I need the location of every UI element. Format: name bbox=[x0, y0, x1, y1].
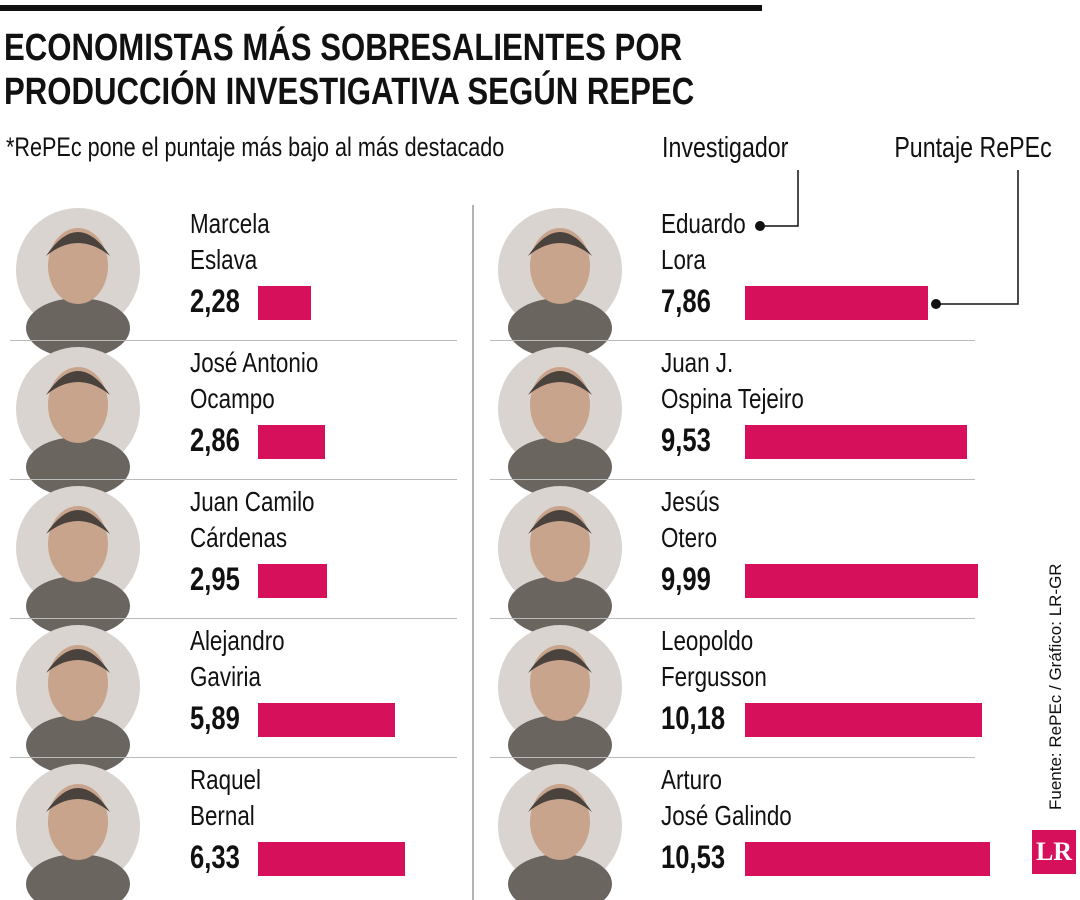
bar bbox=[258, 703, 396, 737]
name: Arturo José Galindo bbox=[661, 762, 824, 834]
name: Juan Camilo Cárdenas bbox=[190, 484, 346, 556]
portrait bbox=[498, 625, 622, 775]
value-label: 7,86 bbox=[661, 283, 711, 319]
value: 5,89 bbox=[190, 700, 252, 737]
portrait bbox=[16, 486, 140, 636]
name: Alejandro Gaviria bbox=[190, 623, 308, 695]
portrait bbox=[16, 208, 140, 358]
value: 2,28 bbox=[190, 283, 252, 320]
bar bbox=[745, 286, 929, 320]
legend-name: Investigador bbox=[662, 132, 789, 164]
value: 6,33 bbox=[190, 839, 252, 876]
portrait bbox=[498, 208, 622, 358]
value-label: 2,28 bbox=[190, 283, 240, 319]
researcher-name: José Antonio Ocampo bbox=[190, 347, 319, 414]
source: Fuente: RePEc / Gráfico: LR-GR bbox=[1046, 563, 1065, 810]
logo: LR bbox=[1032, 830, 1076, 874]
value-label: 10,18 bbox=[661, 700, 726, 736]
researcher-name: Marcela Eslava bbox=[190, 208, 270, 275]
bar bbox=[258, 564, 327, 598]
portrait bbox=[16, 625, 140, 775]
separator bbox=[10, 757, 457, 758]
legend-connector bbox=[936, 170, 1019, 305]
legend-score: Puntaje RePEc bbox=[894, 132, 1052, 164]
value-label: 9,53 bbox=[661, 422, 711, 458]
separator bbox=[10, 618, 457, 619]
value-label: 10,53 bbox=[661, 839, 726, 875]
researcher-name: Jesús Otero bbox=[661, 486, 720, 553]
value: 10,53 bbox=[661, 839, 741, 876]
bar bbox=[745, 564, 978, 598]
value-label: 6,33 bbox=[190, 839, 240, 875]
portrait bbox=[498, 347, 622, 497]
value: 2,86 bbox=[190, 422, 252, 459]
bar bbox=[258, 842, 406, 876]
legend-connector bbox=[760, 170, 799, 227]
separator bbox=[10, 340, 457, 341]
bar bbox=[745, 842, 991, 876]
value-label: 2,86 bbox=[190, 422, 240, 458]
bar bbox=[745, 703, 983, 737]
value: 9,99 bbox=[661, 561, 723, 598]
separator bbox=[490, 340, 975, 341]
bar bbox=[745, 425, 968, 459]
chart-title: ECONOMISTAS MÁS SOBRESALIENTES POR PRODU… bbox=[4, 27, 695, 113]
portrait bbox=[16, 347, 140, 497]
researcher-name: Juan Camilo Cárdenas bbox=[190, 486, 315, 553]
researcher-name: Leopoldo Fergusson bbox=[661, 625, 767, 692]
name: José Antonio Ocampo bbox=[190, 345, 350, 417]
name: Jesús Otero bbox=[661, 484, 734, 556]
value: 10,18 bbox=[661, 700, 741, 737]
name: Juan J. Ospina Tejeiro bbox=[661, 345, 839, 417]
separator bbox=[490, 757, 975, 758]
bar bbox=[258, 425, 325, 459]
researcher-name: Raquel Bernal bbox=[190, 764, 261, 831]
value: 9,53 bbox=[661, 422, 723, 459]
separator bbox=[490, 479, 975, 480]
portrait bbox=[498, 486, 622, 636]
name: Eduardo Lora bbox=[661, 206, 767, 278]
legend-dot bbox=[755, 221, 765, 231]
name: Marcela Eslava bbox=[190, 206, 290, 278]
legend-dot bbox=[931, 299, 941, 309]
portrait bbox=[16, 764, 140, 900]
name: Raquel Bernal bbox=[190, 762, 279, 834]
value-label: 2,95 bbox=[190, 561, 240, 597]
bar bbox=[258, 286, 312, 320]
portrait bbox=[498, 764, 622, 900]
value: 2,95 bbox=[190, 561, 252, 598]
top-rule bbox=[0, 5, 762, 11]
separator bbox=[10, 479, 457, 480]
researcher-name: Juan J. Ospina Tejeiro bbox=[661, 347, 804, 414]
researcher-name: Arturo José Galindo bbox=[661, 764, 792, 831]
researcher-name: Alejandro Gaviria bbox=[190, 625, 285, 692]
name: Leopoldo Fergusson bbox=[661, 623, 793, 695]
separator bbox=[490, 618, 975, 619]
value-label: 9,99 bbox=[661, 561, 711, 597]
value: 7,86 bbox=[661, 283, 723, 320]
value-label: 5,89 bbox=[190, 700, 240, 736]
researcher-name: Eduardo Lora bbox=[661, 208, 746, 275]
subtitle: *RePEc pone el puntaje más bajo al más d… bbox=[6, 132, 505, 162]
